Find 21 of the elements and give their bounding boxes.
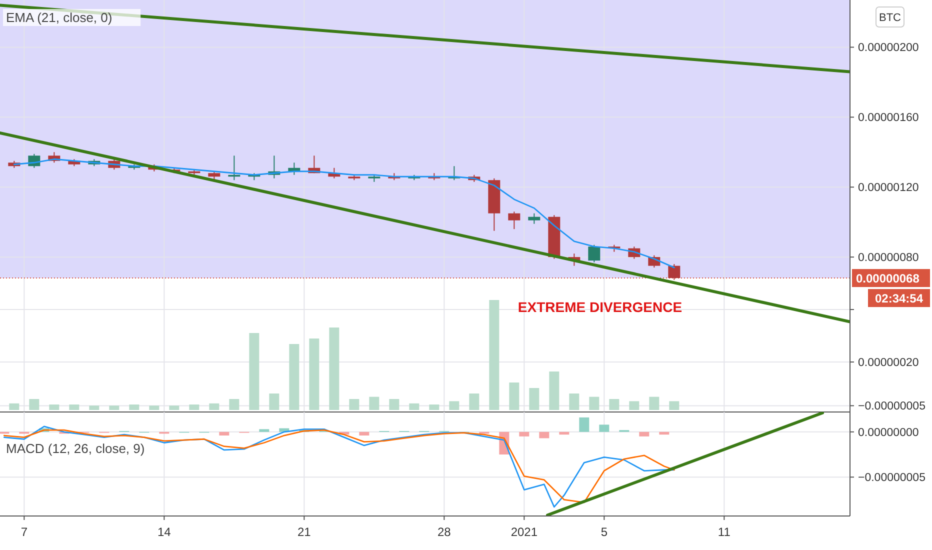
x-tick-label: 28	[437, 525, 452, 539]
annotation: EXTREME DIVERGENCE	[518, 299, 682, 315]
x-tick-label: 11	[718, 525, 731, 539]
x-tick-label: 14	[157, 525, 172, 539]
y-tick-label: 0.00000160	[858, 112, 919, 124]
y-tick-label: −0.00000005	[858, 400, 926, 413]
y-tick-label: 0.00000080	[858, 252, 919, 264]
text: 02:34:54	[874, 292, 924, 306]
text: BTC	[879, 12, 902, 24]
x-tick-label: 7	[20, 525, 28, 539]
x-tick-label: 2021	[510, 525, 538, 539]
y-tick-label: 0.00000000	[858, 426, 919, 439]
y-tick-label: 0.00000120	[858, 182, 919, 194]
x-tick-label: 21	[297, 525, 312, 539]
y-tick-label: −0.00000005	[858, 472, 926, 484]
ref-line-label: 0.00000068	[856, 272, 920, 286]
y-tick-label: 0.00000020	[858, 356, 919, 369]
text: MACD (12, 26, close, 9)	[6, 441, 145, 456]
x-tick-label: 5	[600, 525, 608, 539]
y-tick-label: 0.00000200	[858, 42, 919, 54]
text: EMA (21, close, 0)	[6, 10, 112, 25]
